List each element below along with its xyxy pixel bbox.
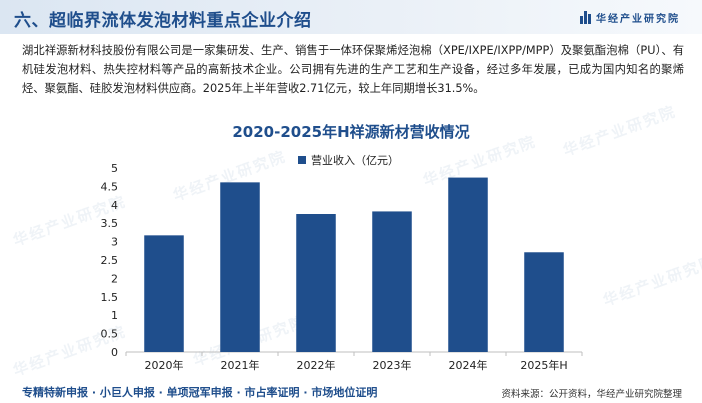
y-tick-label: 1.5 [101,291,119,304]
y-tick-label: 0.5 [101,328,119,341]
y-tick-label: 2 [111,272,118,285]
bar [296,214,336,352]
page-header: 六、超临界流体发泡材料重点企业介绍 华经产业研究院 [0,0,702,34]
legend-swatch [298,156,306,164]
chart-legend: 营业收入（亿元） [298,152,399,168]
y-tick-label: 3.5 [101,217,119,230]
bar [524,252,564,352]
y-tick-label: 1 [111,309,118,322]
x-tick-label: 2020年 [145,358,184,372]
company-intro: 湖北祥源新材科技股份有限公司是一家集研发、生产、销售于一体环保聚烯烃泡棉（XPE… [22,44,684,95]
bar [220,182,260,352]
x-tick-label: 2023年 [373,358,412,372]
x-tick-label: 2021年 [221,358,260,372]
y-tick-label: 4.5 [101,180,119,193]
y-tick-label: 0 [111,346,118,359]
brand-name: 华经产业研究院 [596,14,680,25]
y-tick-label: 4 [111,199,118,212]
y-tick-label: 2.5 [101,254,119,267]
x-tick-label: 2024年 [449,358,488,372]
footer-source: 资料来源：公开资料，华经产业研究院整理 [501,389,682,400]
legend-label: 营业收入（亿元） [311,154,399,167]
bar [144,235,184,352]
footer-services: 专精特新申报 · 小巨人申报 · 单项冠军申报 · 市占率证明 · 市场地位证明 [22,386,378,399]
x-tick-label: 2025年H [520,358,567,372]
chart-title: 2020-2025年H祥源新材营收情况 [232,123,470,141]
bar [448,177,488,352]
bar [372,211,412,352]
brand: 华经产业研究院 [580,10,680,25]
y-tick-label: 3 [111,236,118,249]
brand-logo-icon [580,11,591,24]
x-tick-label: 2022年 [297,358,336,372]
page-title: 六、超临界流体发泡材料重点企业介绍 [14,11,312,31]
y-tick-label: 5 [111,162,118,175]
